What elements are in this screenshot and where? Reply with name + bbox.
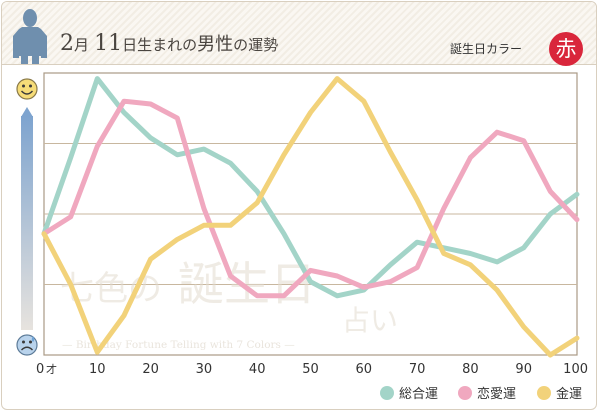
series-line-money [41, 76, 580, 358]
x-tick-label-10: 10 [89, 362, 106, 377]
x-tick-label-50: 50 [302, 362, 319, 377]
x-tick-label-70: 70 [409, 362, 426, 377]
page-title: 2月 11日生まれの男性の運勢 [60, 30, 278, 60]
legend-dot-general [380, 386, 394, 400]
legend-label-general: 総合運 [399, 387, 439, 402]
x-tick-label-80: 80 [462, 362, 479, 377]
title-month: 2 [60, 31, 74, 56]
happy-face-icon [16, 78, 38, 100]
title-day: 11 [94, 31, 123, 56]
x-tick-label-0: 0 [36, 362, 44, 377]
x-tick-label-60: 60 [356, 362, 373, 377]
birthday-color-label: 誕生日カラー [450, 42, 523, 56]
watermark-title-c: 占い [342, 304, 398, 337]
legend-item-love: 恋愛運 [458, 383, 516, 402]
series-line-love [41, 98, 580, 299]
watermark-subtitle: — Birthday Fortune Telling with 7 Colors… [62, 339, 295, 351]
x-tick-label-30: 30 [196, 362, 213, 377]
x-axis-unit: 才 [46, 362, 57, 376]
title-month-unit: 月 [74, 36, 90, 54]
title-tail: の運勢 [233, 36, 279, 54]
person-silhouette-icon [13, 9, 47, 64]
legend-item-money: 金運 [537, 383, 582, 402]
fortune-scale-arrow [21, 107, 33, 330]
sad-face-icon [16, 334, 38, 356]
legend-label-love: 恋愛運 [477, 387, 517, 402]
title-subject: 男性 [197, 34, 234, 55]
legend-dot-love [458, 386, 472, 400]
x-tick-label-90: 90 [515, 362, 532, 377]
birthday-color-badge: 赤 [549, 32, 583, 66]
x-tick-label-20: 20 [142, 362, 159, 377]
legend-label-money: 金運 [556, 387, 583, 402]
series-line-general [41, 76, 580, 299]
title-suffix: 日生まれの [122, 36, 198, 54]
x-tick-label-40: 40 [249, 362, 266, 377]
header-bar: 2月 11日生まれの男性の運勢 誕生日カラー [2, 2, 596, 65]
legend-dot-money [537, 386, 551, 400]
legend-item-general: 総合運 [380, 383, 438, 402]
x-tick-label-100: 100 [563, 362, 588, 377]
